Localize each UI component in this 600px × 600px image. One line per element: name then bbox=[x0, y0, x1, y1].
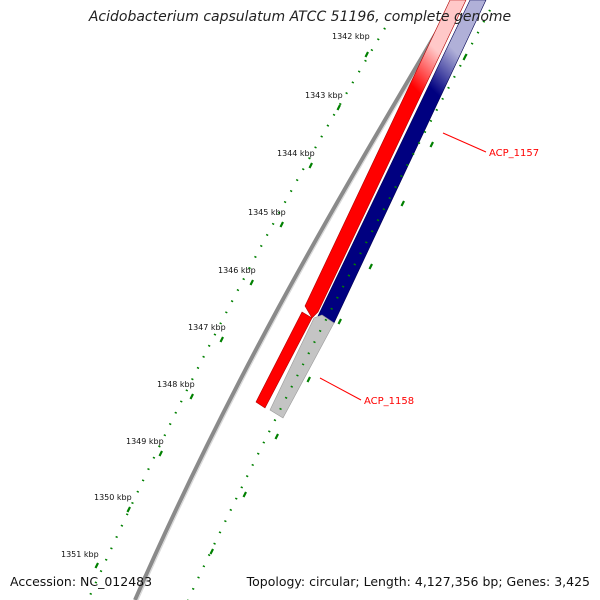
outer-major-tick-7 bbox=[242, 491, 247, 498]
inner-major-tick-3 bbox=[279, 221, 284, 228]
genome-summary-text: Topology: circular; Length: 4,127,356 bp… bbox=[246, 574, 590, 589]
outer-major-tick-6 bbox=[274, 433, 279, 440]
tick-label-1348: 1348 kbp bbox=[157, 380, 195, 389]
outer-major-tick-1 bbox=[429, 141, 434, 148]
callout-line-acp1157 bbox=[442, 132, 487, 153]
outer-major-tick-4 bbox=[337, 318, 342, 325]
tick-label-1344: 1344 kbp bbox=[277, 149, 315, 158]
genome-backbone bbox=[133, 16, 447, 600]
inner-major-ticks bbox=[94, 51, 369, 569]
inner-major-tick-1 bbox=[336, 104, 341, 111]
genome-backbone-highlight bbox=[137, 17, 449, 600]
inner-major-tick-6 bbox=[189, 393, 194, 400]
outer-major-ticks bbox=[209, 54, 467, 555]
outer-major-tick-8 bbox=[209, 548, 214, 555]
accession-text: Accession: NC_012483 bbox=[10, 574, 153, 589]
inner-major-tick-2 bbox=[308, 162, 313, 169]
tick-label-1346: 1346 kbp bbox=[218, 266, 256, 275]
inner-major-tick-5 bbox=[219, 336, 224, 343]
ruler-tick-labels: 1342 kbp 1343 kbp 1344 kbp 1345 kbp 1346… bbox=[61, 32, 370, 559]
reverse-gene-acp1157 bbox=[317, 0, 487, 324]
inner-major-tick-9 bbox=[94, 562, 99, 569]
outer-major-tick-2 bbox=[400, 200, 405, 207]
tick-label-1347: 1347 kbp bbox=[188, 323, 226, 332]
tick-label-1349: 1349 kbp bbox=[126, 437, 164, 446]
forward-gene-upper bbox=[304, 0, 467, 319]
inner-tick-ring bbox=[86, 27, 386, 600]
forward-gene-lower bbox=[255, 311, 313, 409]
inner-major-tick-4 bbox=[249, 279, 254, 286]
inner-major-tick-0 bbox=[364, 51, 369, 58]
feature-label-acp1157[interactable]: ACP_1157 bbox=[489, 148, 539, 159]
callout-line-acp1158 bbox=[319, 377, 362, 401]
other-feature-acp1158 bbox=[269, 314, 335, 419]
tick-label-1345: 1345 kbp bbox=[248, 208, 286, 217]
inner-major-tick-8 bbox=[126, 506, 131, 513]
outer-major-tick-5 bbox=[306, 376, 311, 383]
map-title: Acidobacterium capsulatum ATCC 51196, co… bbox=[88, 9, 512, 25]
feature-label-acp1158[interactable]: ACP_1158 bbox=[364, 396, 414, 407]
outer-major-tick-3 bbox=[368, 263, 373, 270]
tick-label-1343: 1343 kbp bbox=[305, 91, 343, 100]
outer-major-tick-0 bbox=[462, 54, 467, 61]
tick-label-1342: 1342 kbp bbox=[332, 32, 370, 41]
inner-major-tick-7 bbox=[158, 450, 163, 457]
tick-label-1351: 1351 kbp bbox=[61, 550, 99, 559]
tick-label-1350: 1350 kbp bbox=[94, 493, 132, 502]
